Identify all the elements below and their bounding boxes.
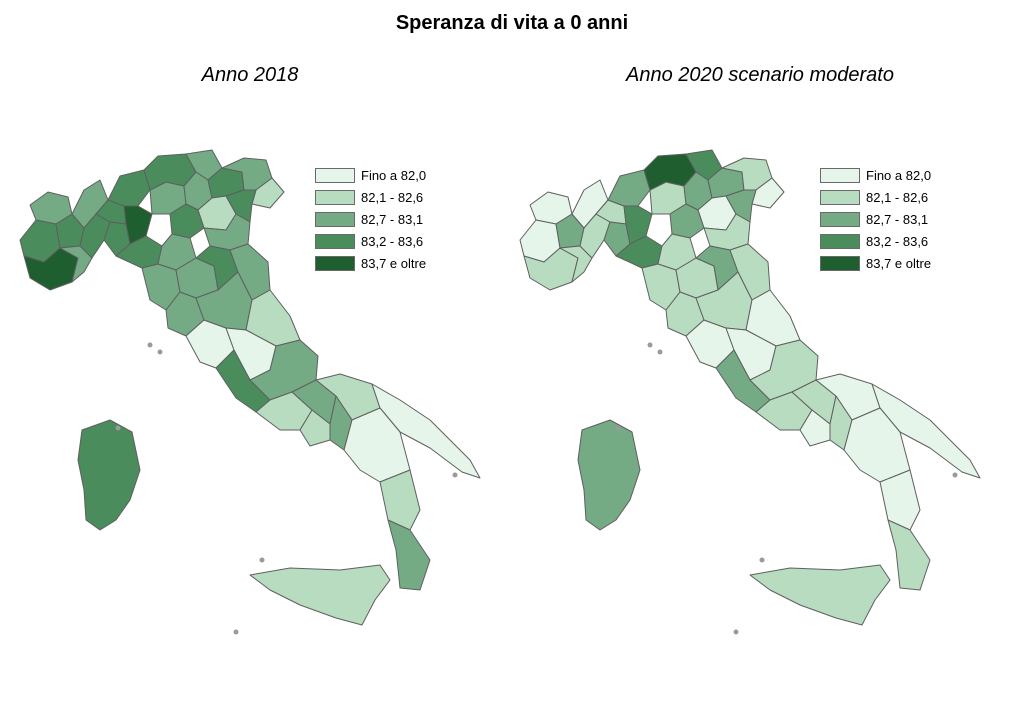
legend-item: 83,2 - 83,6 [820, 230, 931, 252]
map-italy-2018 [19, 149, 481, 635]
legend-item: 82,1 - 82,6 [315, 186, 426, 208]
map-region [343, 407, 411, 483]
legend-label: 83,2 - 83,6 [361, 233, 424, 249]
legend-label: 83,7 e oltre [866, 255, 932, 271]
island-marker [615, 425, 621, 431]
legend-label: Fino a 82,0 [866, 167, 932, 183]
map-region [379, 469, 421, 531]
island-marker [115, 425, 121, 431]
legend-swatch [820, 211, 860, 227]
legend-swatch [820, 255, 860, 271]
legend-label: 83,7 e oltre [361, 255, 427, 271]
map-region [329, 395, 353, 451]
legend-swatch [820, 167, 860, 183]
map-region [299, 409, 331, 447]
island-marker [657, 349, 663, 355]
legend-swatch [820, 189, 860, 205]
map-region [107, 169, 151, 207]
island-marker [147, 342, 153, 348]
map-region [829, 395, 853, 451]
legend-swatch [820, 233, 860, 249]
island-marker [759, 557, 765, 563]
legend-label: Fino a 82,0 [361, 167, 427, 183]
map-italy-2020 [519, 149, 981, 635]
legend-item: Fino a 82,0 [820, 164, 931, 186]
legend-label: 82,1 - 82,6 [361, 189, 424, 205]
panel-title-2020: Anno 2020 scenario moderato [626, 64, 894, 86]
chart-title: Speranza di vita a 0 anni [395, 12, 629, 34]
legend-label: 82,7 - 83,1 [866, 211, 929, 227]
legend-item: 83,2 - 83,6 [315, 230, 426, 252]
map-region [577, 419, 641, 531]
island-marker [733, 629, 739, 635]
island-marker [952, 472, 958, 478]
legend-item: 83,7 e oltre [820, 252, 931, 274]
legend-item: 82,7 - 83,1 [820, 208, 931, 230]
legend-2018: Fino a 82,0 82,1 - 82,6 82,7 - 83,1 83,2 - … [315, 164, 426, 274]
legend-item: 82,1 - 82,6 [820, 186, 931, 208]
legend-item: 82,7 - 83,1 [315, 208, 426, 230]
legend-label: 83,2 - 83,6 [866, 233, 929, 249]
legend-item: 83,7 e oltre [315, 252, 426, 274]
legend-label: 82,7 - 83,1 [361, 211, 424, 227]
map-region [77, 419, 141, 531]
island-marker [647, 342, 653, 348]
legend-2020: Fino a 82,0 82,1 - 82,6 82,7 - 83,1 83,2 - … [820, 164, 931, 274]
legend-swatch [315, 233, 355, 249]
island-marker [259, 557, 265, 563]
map-region [607, 169, 651, 207]
legend-swatch [315, 167, 355, 183]
map-region [749, 564, 891, 626]
map-region [887, 519, 931, 591]
legend-item: Fino a 82,0 [315, 164, 426, 186]
island-marker [233, 629, 239, 635]
map-region [799, 409, 831, 447]
panel-title-2018: Anno 2018 [201, 64, 299, 86]
map-region [843, 407, 911, 483]
map-region [249, 564, 391, 626]
legend-label: 82,1 - 82,6 [866, 189, 929, 205]
legend-swatch [315, 189, 355, 205]
map-region [387, 519, 431, 591]
legend-swatch [315, 211, 355, 227]
island-marker [157, 349, 163, 355]
map-region [879, 469, 921, 531]
legend-swatch [315, 255, 355, 271]
island-marker [452, 472, 458, 478]
